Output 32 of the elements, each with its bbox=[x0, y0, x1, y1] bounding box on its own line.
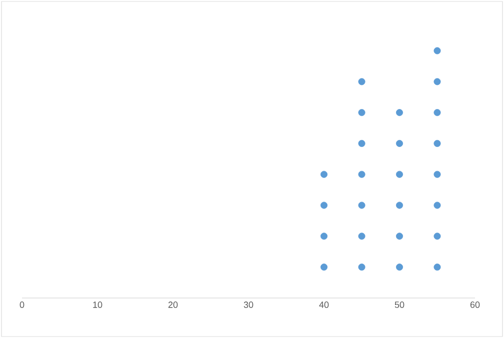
point bbox=[358, 78, 366, 86]
point bbox=[434, 140, 441, 147]
point bbox=[396, 109, 403, 116]
point bbox=[396, 170, 403, 178]
point bbox=[358, 109, 366, 116]
point bbox=[358, 202, 366, 209]
point bbox=[320, 202, 328, 209]
x-tick-label: 60 bbox=[470, 302, 480, 308]
point bbox=[320, 170, 328, 178]
x-tick-label: 40 bbox=[319, 302, 329, 308]
x-tick-label: 0 bbox=[20, 302, 24, 308]
point bbox=[434, 202, 441, 209]
point bbox=[396, 140, 403, 147]
point bbox=[396, 264, 403, 271]
x-tick-label: 20 bbox=[168, 302, 178, 308]
point bbox=[358, 170, 366, 178]
point bbox=[320, 264, 328, 271]
point bbox=[434, 78, 441, 86]
point bbox=[434, 109, 441, 116]
point bbox=[396, 232, 403, 240]
point bbox=[396, 202, 403, 209]
point bbox=[358, 232, 366, 240]
x-tick-label: 10 bbox=[93, 302, 102, 308]
point bbox=[358, 140, 366, 147]
point bbox=[358, 264, 366, 271]
point bbox=[434, 264, 441, 271]
x-tick-label: 30 bbox=[244, 302, 254, 308]
x-tick-label: 50 bbox=[394, 302, 404, 308]
point bbox=[434, 232, 441, 240]
point bbox=[434, 170, 441, 178]
point bbox=[320, 232, 328, 240]
point bbox=[434, 47, 441, 54]
